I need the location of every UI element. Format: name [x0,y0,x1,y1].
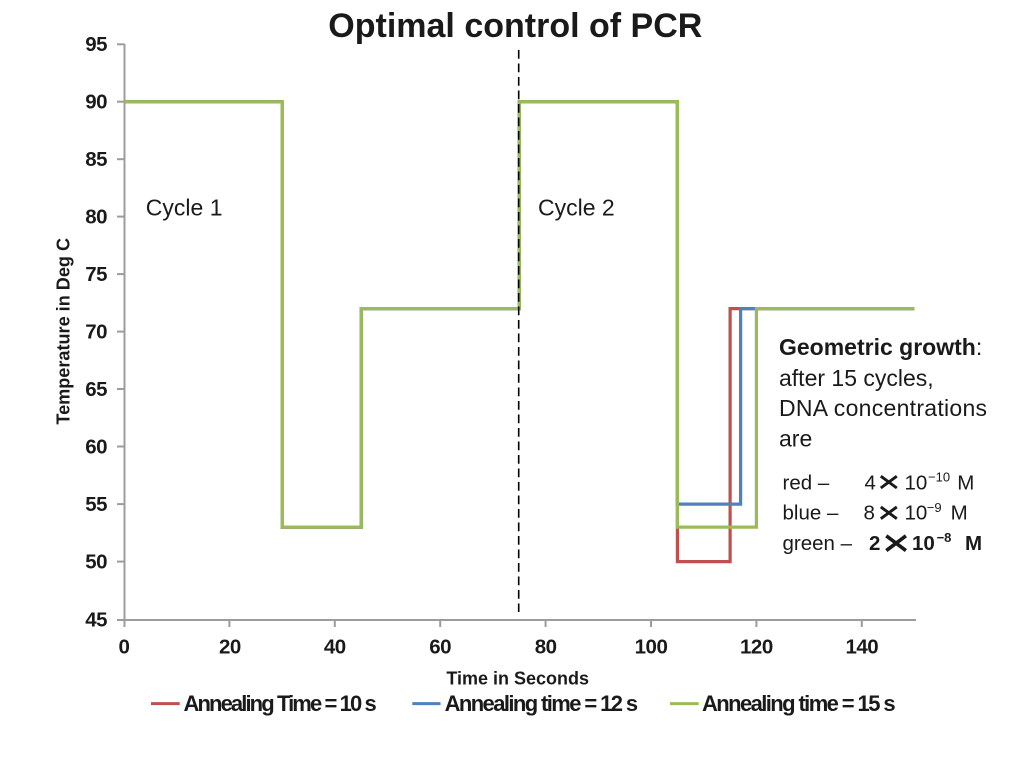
svg-text:Cycle 2: Cycle 2 [538,194,615,220]
svg-text:Annealing Time = 10 s: Annealing Time = 10 s [184,691,377,716]
svg-text:20: 20 [219,636,241,659]
svg-text:−8: −8 [937,530,952,545]
svg-text:M: M [951,502,968,525]
svg-text:95: 95 [85,33,107,56]
svg-text:−9: −9 [927,500,942,515]
svg-text:85: 85 [85,148,107,171]
svg-text:M: M [957,471,974,494]
svg-text:Time in Seconds: Time in Seconds [446,668,589,688]
svg-text:45: 45 [85,608,107,631]
svg-text:60: 60 [429,636,451,659]
svg-text:90: 90 [85,91,107,114]
svg-text:red –: red – [783,471,830,494]
svg-text:Annealing time = 15 s: Annealing time = 15 s [702,691,895,716]
svg-text:0: 0 [119,636,130,659]
svg-text:10: 10 [905,471,928,494]
svg-text:2: 2 [869,532,880,555]
svg-text:70: 70 [85,320,107,343]
svg-text:60: 60 [85,435,107,458]
svg-text:−10: −10 [928,470,950,485]
svg-text:8: 8 [864,502,875,525]
svg-text:10: 10 [905,502,928,525]
svg-text:40: 40 [324,636,346,659]
svg-text:Cycle 1: Cycle 1 [146,194,223,220]
svg-text:80: 80 [535,636,557,659]
svg-text:Geometric growth:: Geometric growth: [779,334,982,360]
svg-text:Annealing time = 12 s: Annealing time = 12 s [445,691,638,716]
svg-text:Optimal control of PCR: Optimal control of PCR [328,7,702,45]
svg-text:55: 55 [85,493,107,516]
svg-text:green –: green – [783,532,853,555]
svg-text:75: 75 [85,263,107,286]
svg-text:Temperature in Deg C: Temperature in Deg C [54,238,74,425]
svg-text:100: 100 [635,636,668,659]
svg-text:M: M [965,532,982,555]
svg-text:80: 80 [85,205,107,228]
svg-text:120: 120 [740,636,773,659]
svg-text:10: 10 [912,532,935,555]
svg-text:50: 50 [85,550,107,573]
svg-text:140: 140 [845,636,878,659]
svg-text:are: are [779,426,812,452]
svg-text:DNA concentrations: DNA concentrations [779,395,987,421]
svg-text:65: 65 [85,378,107,401]
svg-text:blue –: blue – [783,502,839,525]
svg-text:after 15 cycles,: after 15 cycles, [779,365,934,391]
svg-text:4: 4 [865,471,876,494]
